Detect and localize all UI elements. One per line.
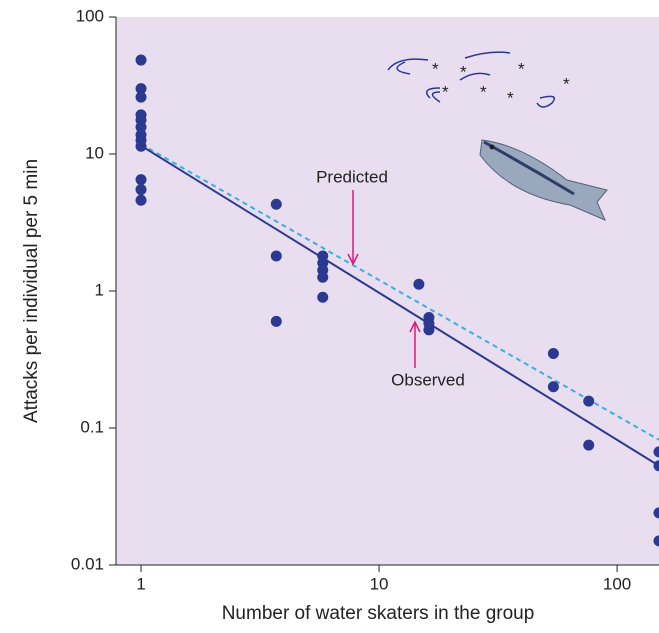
y-tick-label: 0.1 <box>80 417 104 436</box>
y-tick-label: 10 <box>85 143 104 162</box>
point <box>413 278 425 290</box>
y-tick-label: 1 <box>95 280 104 299</box>
point <box>653 535 659 547</box>
svg-text:*: * <box>442 82 449 101</box>
y-axis-label: Attacks per individual per 5 min <box>21 159 42 423</box>
annotation-arrow <box>409 320 421 368</box>
x-tick-label: 1 <box>136 574 145 593</box>
annotation-arrow <box>347 190 359 266</box>
point <box>653 460 659 472</box>
point <box>547 381 559 393</box>
svg-text:*: * <box>432 59 439 78</box>
point <box>135 174 147 186</box>
point <box>547 347 559 359</box>
x-tick-label: 10 <box>370 574 389 593</box>
plot-area <box>116 17 659 565</box>
fish-illustration <box>479 139 608 221</box>
x-axis-label: Number of water skaters in the group <box>222 603 535 624</box>
svg-text:*: * <box>480 82 487 101</box>
point <box>135 54 147 66</box>
point <box>135 194 147 206</box>
point <box>135 91 147 103</box>
point <box>423 324 435 336</box>
fit-line <box>140 143 659 441</box>
point <box>270 198 282 210</box>
point <box>583 439 595 451</box>
point <box>270 315 282 327</box>
point <box>135 83 147 95</box>
y-tick-label: 100 <box>76 6 104 25</box>
point <box>135 140 147 152</box>
point <box>317 291 329 303</box>
svg-text:*: * <box>518 59 525 78</box>
fit-line <box>140 144 659 467</box>
svg-text:*: * <box>563 74 570 93</box>
point <box>135 121 147 133</box>
annotation: Observed <box>391 370 465 389</box>
point <box>653 507 659 519</box>
annotation: Predicted <box>316 167 388 186</box>
point <box>317 271 329 283</box>
point <box>653 446 659 458</box>
skaters-illustration: * * * * * ** <box>387 51 570 108</box>
point <box>135 184 147 196</box>
y-tick-label: 0.01 <box>71 554 104 573</box>
point <box>583 395 595 407</box>
svg-text:*: * <box>507 88 514 107</box>
svg-text:*: * <box>460 62 467 81</box>
x-tick-label: 100 <box>603 574 631 593</box>
point <box>270 250 282 262</box>
